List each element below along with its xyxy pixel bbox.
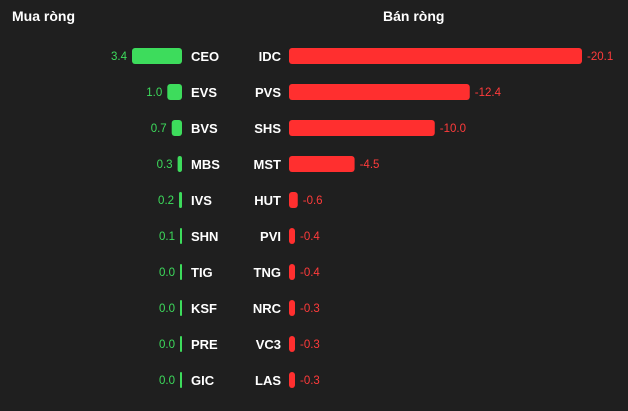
sell-value-label: -0.3 xyxy=(300,303,320,315)
sell-ticker-label: LAS xyxy=(255,373,281,388)
buy-value-label: 0.0 xyxy=(159,375,175,387)
sell-ticker-label: PVS xyxy=(255,85,281,100)
buy-value-label: 0.7 xyxy=(151,123,167,135)
buy-bar-evs xyxy=(167,84,182,100)
buy-bar-pre xyxy=(180,336,182,352)
sell-value-label: -0.4 xyxy=(300,231,320,243)
net-buy-heading: Mua ròng xyxy=(12,8,75,24)
buy-value-label: 3.4 xyxy=(111,51,128,63)
buy-ticker-label: KSF xyxy=(191,301,217,316)
buy-value-label: 0.2 xyxy=(158,195,174,207)
buy-value-label: 0.1 xyxy=(159,231,175,243)
buy-ticker-label: EVS xyxy=(191,85,217,100)
buy-bar-ksf xyxy=(180,300,182,316)
sell-bar-hut xyxy=(289,192,298,208)
buy-ticker-label: GIC xyxy=(191,373,215,388)
sell-value-label: -10.0 xyxy=(440,123,466,135)
buy-bar-bvs xyxy=(171,120,182,136)
sell-ticker-label: MST xyxy=(254,157,282,172)
buy-ticker-label: IVS xyxy=(191,193,212,208)
sell-value-label: -0.3 xyxy=(300,375,320,387)
sell-bar-pvs xyxy=(289,84,470,100)
buy-bar-shn xyxy=(180,228,182,244)
buy-value-label: 1.0 xyxy=(146,87,162,99)
sell-bar-mst xyxy=(289,156,355,172)
sell-ticker-label: VC3 xyxy=(256,337,281,352)
sell-value-label: -20.1 xyxy=(587,51,613,63)
buy-ticker-label: MBS xyxy=(191,157,220,172)
sell-value-label: -0.6 xyxy=(303,195,323,207)
buy-value-label: 0.0 xyxy=(159,267,175,279)
buy-bar-ceo xyxy=(132,48,182,64)
buy-bar-tig xyxy=(180,264,182,280)
sell-value-label: -4.5 xyxy=(360,159,380,171)
sell-bar-idc xyxy=(289,48,582,64)
sell-ticker-label: HUT xyxy=(254,193,281,208)
buy-ticker-label: SHN xyxy=(191,229,218,244)
sell-value-label: -0.3 xyxy=(300,339,320,351)
sell-bar-tng xyxy=(289,264,295,280)
sell-ticker-label: TNG xyxy=(254,265,281,280)
sell-bar-shs xyxy=(289,120,435,136)
buy-value-label: 0.0 xyxy=(159,339,175,351)
sell-bar-las xyxy=(289,372,295,388)
sell-value-label: -0.4 xyxy=(300,267,320,279)
sell-bar-pvi xyxy=(289,228,295,244)
buy-ticker-label: TIG xyxy=(191,265,213,280)
buy-bar-ivs xyxy=(179,192,182,208)
sell-bar-nrc xyxy=(289,300,295,316)
sell-bar-vc3 xyxy=(289,336,295,352)
sell-ticker-label: SHS xyxy=(254,121,281,136)
sell-ticker-label: NRC xyxy=(253,301,282,316)
sell-ticker-label: PVI xyxy=(260,229,281,244)
buy-value-label: 0.0 xyxy=(159,303,175,315)
sell-ticker-label: IDC xyxy=(259,49,282,64)
buy-bar-gic xyxy=(180,372,182,388)
net-sell-heading: Bán ròng xyxy=(383,8,445,24)
buy-value-label: 0.3 xyxy=(157,159,173,171)
buy-bar-mbs xyxy=(177,156,182,172)
buy-ticker-label: BVS xyxy=(191,121,218,136)
buy-ticker-label: CEO xyxy=(191,49,219,64)
buy-ticker-label: PRE xyxy=(191,337,218,352)
sell-value-label: -12.4 xyxy=(475,87,502,99)
